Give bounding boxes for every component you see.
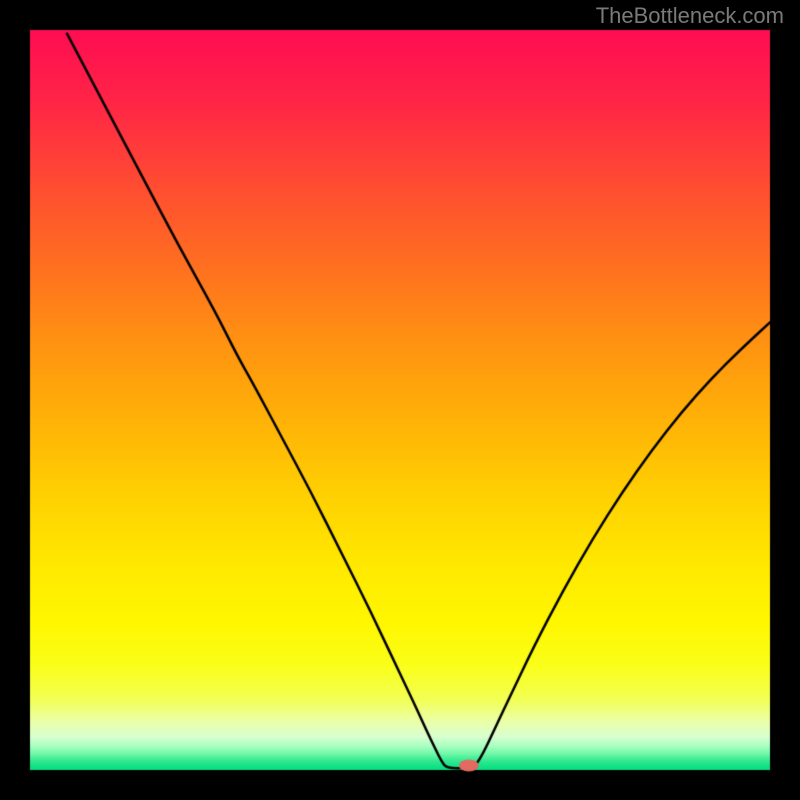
watermark-link[interactable]: TheBottleneck.com bbox=[596, 3, 784, 29]
watermark-text: TheBottleneck.com bbox=[596, 3, 784, 28]
bottleneck-chart bbox=[0, 0, 800, 800]
chart-container: { "watermark": { "text": "TheBottleneck.… bbox=[0, 0, 800, 800]
